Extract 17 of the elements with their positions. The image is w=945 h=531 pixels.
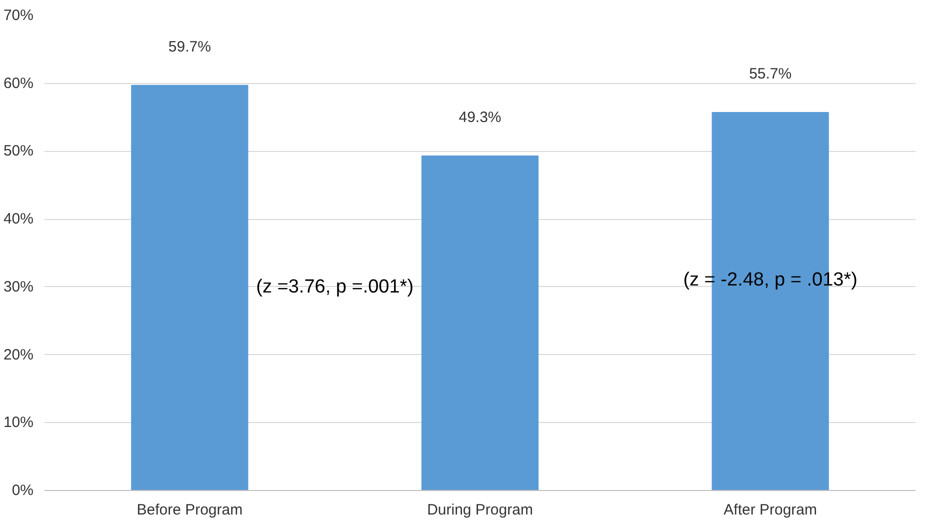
- x-tick-label: After Program: [724, 502, 818, 518]
- y-tick-label: 10%: [3, 414, 34, 432]
- y-tick-label: 0%: [12, 482, 34, 499]
- data-label: 59.7%: [168, 38, 211, 56]
- y-tick-label: 40%: [3, 210, 34, 228]
- annotation: (z =3.76, p =.001*): [256, 276, 414, 298]
- y-tick-label: 70%: [3, 7, 34, 24]
- x-tick-label: During Program: [427, 502, 533, 518]
- y-tick-label: 60%: [3, 74, 34, 92]
- bar: [131, 84, 248, 490]
- bar: [421, 155, 539, 490]
- y-tick-label: 50%: [3, 142, 34, 160]
- y-tick-label: 30%: [3, 278, 34, 296]
- y-tick-label: 20%: [3, 346, 34, 364]
- data-label: 55.7%: [749, 66, 792, 83]
- x-tick-label: Before Program: [136, 502, 243, 518]
- data-label: 49.3%: [458, 108, 502, 126]
